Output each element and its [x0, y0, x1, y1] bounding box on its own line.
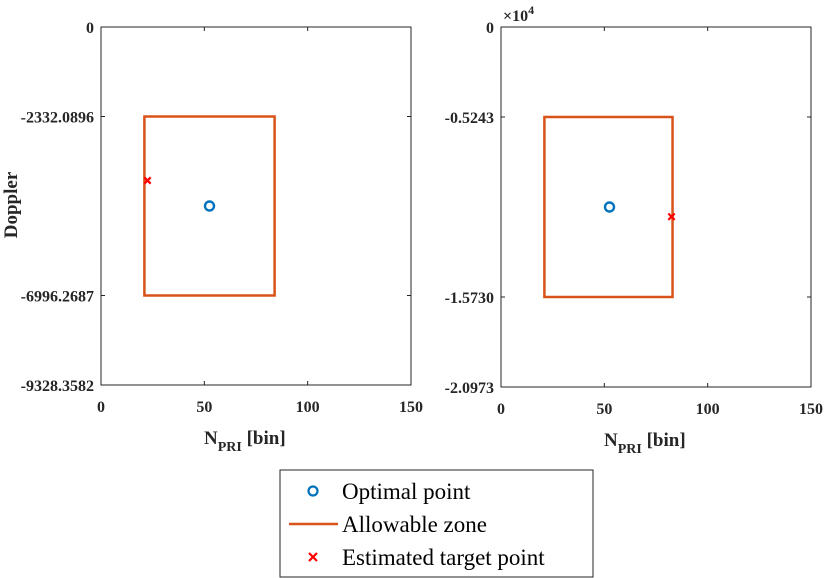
legend-label-estimated: Estimated target point [342, 545, 545, 570]
y-exponent-power: 4 [528, 3, 534, 17]
estimated-point-stroke-b [143, 176, 152, 185]
estimated-point-left [143, 176, 152, 185]
plot-left: 0 50 100 150 0 -2332.0896 -6996.2687 -9328.3582… [1, 20, 423, 455]
x-tick-label-right: 0 [497, 401, 505, 418]
legend: Optimal point Allowable zone Estimated t… [279, 469, 594, 578]
y-tick-label-left: -6996.2687 [21, 289, 94, 306]
plot-right: 0 50 100 150 0 -0.5243 -1.5730 -2.0973 ×104 NPRI … [445, 3, 823, 457]
y-exponent-label-right: ×104 [503, 3, 534, 25]
optimal-point-left [203, 200, 216, 212]
y-axis-label-left: Doppler [1, 171, 22, 238]
allowable-zone-left [143, 115, 276, 297]
x-axis-label-right: NPRI [bin] [604, 430, 686, 457]
legend-label-optimal: Optimal point [342, 479, 471, 504]
x-axis-label-unit: [bin] [642, 430, 686, 451]
y-tick-label-right: -0.5243 [445, 110, 494, 127]
x-tick-label-right: 50 [596, 401, 612, 418]
legend-estimated-stroke-b [308, 552, 318, 562]
y-tick-label-left: 0 [86, 20, 94, 37]
axes-box-right [500, 26, 812, 388]
estimated-point-stroke-b [667, 212, 676, 221]
x-tick-label-left: 150 [399, 399, 423, 416]
x-tick-label-right: 100 [696, 401, 720, 418]
legend-optimal-marker [307, 485, 319, 497]
y-tick-label-left: -9328.3582 [21, 378, 94, 395]
optimal-point-right [603, 201, 616, 213]
x-tick-label-right: 150 [799, 401, 823, 418]
estimated-point-right [667, 212, 676, 221]
axes-box-left [100, 26, 412, 386]
y-tick-label-right: -1.5730 [445, 290, 494, 307]
x-axis-label-subscript: PRI [618, 442, 642, 457]
y-tick-label-left: -2332.0896 [21, 110, 94, 127]
y-tick-label-right: 0 [486, 20, 494, 37]
x-axis-label-subscript: PRI [218, 440, 242, 455]
x-tick-label-left: 100 [296, 399, 320, 416]
x-tick-label-left: 0 [97, 399, 105, 416]
allowable-zone-right [543, 115, 674, 299]
x-axis-label-left: NPRI [bin] [204, 428, 286, 455]
y-tick-label-right: -2.0973 [445, 380, 494, 397]
x-axis-label-unit: [bin] [242, 428, 286, 449]
legend-label-zone: Allowable zone [342, 512, 487, 537]
legend-estimated-marker [308, 552, 318, 562]
x-tick-label-left: 50 [196, 399, 212, 416]
